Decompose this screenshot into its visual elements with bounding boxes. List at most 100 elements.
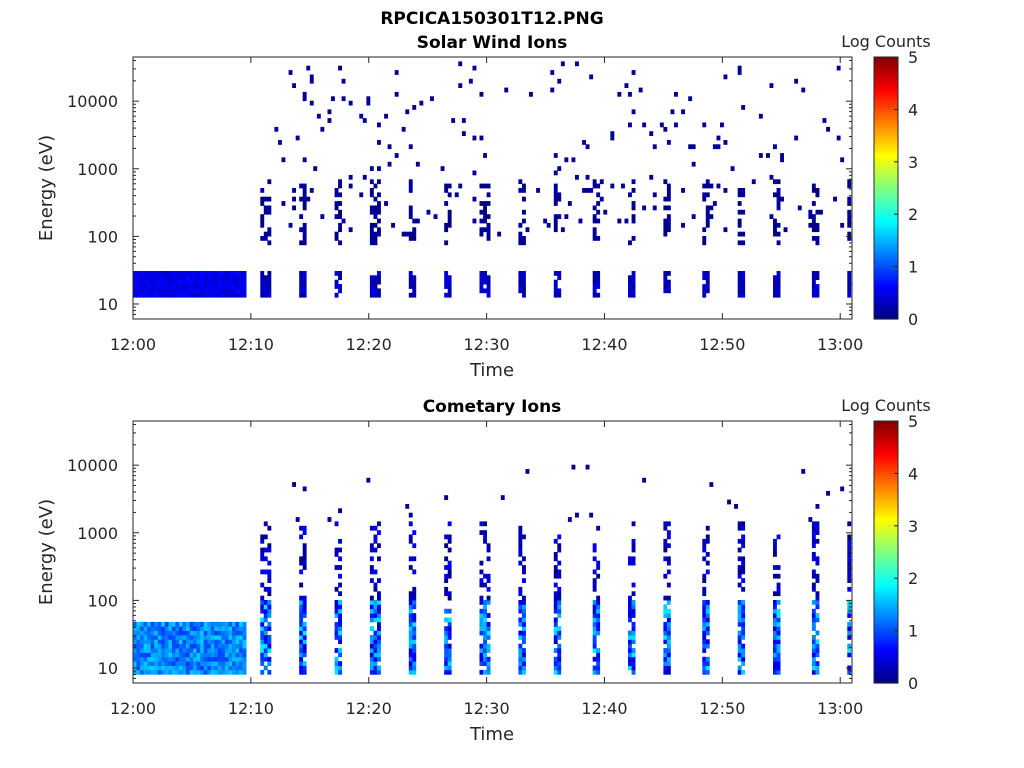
heatmap-cell <box>196 639 201 645</box>
colorbar-segment <box>874 549 898 553</box>
heatmap-cell <box>666 556 671 562</box>
heatmap-cell <box>557 214 562 219</box>
heatmap-cell <box>458 61 463 67</box>
heatmap-cell <box>263 205 268 211</box>
heatmap-cell <box>133 656 137 662</box>
heatmap-cell <box>239 648 243 653</box>
heatmap-cell <box>486 595 491 601</box>
heatmap-cell <box>666 183 671 189</box>
heatmap-cell <box>702 635 707 640</box>
heatmap-cell <box>705 560 710 566</box>
heatmap-cell <box>808 214 813 219</box>
x-axis-label: Time <box>469 360 514 381</box>
heatmap-cell <box>140 284 144 289</box>
heatmap-cell <box>338 613 342 618</box>
colorbar-segment <box>874 586 898 590</box>
heatmap-cell <box>592 569 597 575</box>
heatmap-cell <box>394 70 399 75</box>
heatmap-cell <box>154 639 159 645</box>
colorbar-segment <box>874 470 898 474</box>
heatmap-cell <box>681 109 685 115</box>
heatmap-cell <box>189 275 194 281</box>
heatmap-cell <box>412 669 417 675</box>
heatmap-cell <box>189 639 194 645</box>
colorbar-segment <box>874 311 898 315</box>
heatmap-cell <box>596 525 601 531</box>
heatmap-cell <box>737 192 742 198</box>
heatmap-cell <box>299 665 304 671</box>
heatmap-cell <box>592 556 597 562</box>
colorbar-segment <box>874 161 898 166</box>
heatmap-cell <box>207 661 212 666</box>
heatmap-cell <box>154 279 159 285</box>
heatmap-cell <box>702 648 707 653</box>
heatmap-cell <box>847 635 852 640</box>
heatmap-cell <box>193 635 197 640</box>
heatmap-cell <box>175 661 180 666</box>
heatmap-cell <box>140 643 144 649</box>
heatmap-cell <box>702 626 707 631</box>
heatmap-cell <box>815 188 820 193</box>
heatmap-cell <box>217 271 222 276</box>
heatmap-cell <box>263 586 268 592</box>
heatmap-cell <box>408 635 413 640</box>
heatmap-cell <box>560 227 565 233</box>
heatmap-cell <box>811 669 816 675</box>
heatmap-cell <box>260 222 265 228</box>
heatmap-cell <box>592 617 597 623</box>
heatmap-cell <box>518 284 523 289</box>
colorbar-segment <box>874 436 898 440</box>
heatmap-cell <box>815 613 820 618</box>
heatmap-cell <box>214 288 219 294</box>
heatmap-cell <box>663 543 668 549</box>
heatmap-cell <box>737 573 742 579</box>
heatmap-cell <box>592 547 597 553</box>
colorbar-segment <box>874 188 898 192</box>
heatmap-cell <box>472 135 477 141</box>
heatmap-cell <box>182 284 187 289</box>
heatmap-cell <box>133 669 137 675</box>
heatmap-cell <box>161 648 166 653</box>
heatmap-cell <box>207 652 212 658</box>
heatmap-cell <box>203 275 208 281</box>
heatmap-cell <box>553 556 558 562</box>
heatmap-cell <box>242 635 247 640</box>
heatmap-cell <box>182 643 187 649</box>
heatmap-cell <box>362 174 367 180</box>
x-tick-label: 12:20 <box>346 699 392 718</box>
heatmap-cell <box>557 661 562 666</box>
heatmap-cell <box>348 183 353 189</box>
heatmap-cell <box>666 284 671 289</box>
heatmap-cell <box>348 100 353 106</box>
colorbar-segment <box>874 596 898 600</box>
heatmap-cell <box>522 209 526 215</box>
heatmap-cell <box>341 218 346 224</box>
heatmap-cell <box>334 231 339 237</box>
heatmap-cell <box>847 552 852 557</box>
heatmap-cell <box>553 569 558 575</box>
heatmap-cell <box>412 635 417 640</box>
heatmap-cell <box>773 600 777 605</box>
heatmap-cell <box>267 648 272 653</box>
heatmap-cell <box>136 630 141 636</box>
panel-title: Cometary Ions <box>423 397 562 417</box>
heatmap-cell <box>553 227 558 233</box>
heatmap-cell <box>412 543 417 549</box>
heatmap-cell <box>518 543 523 549</box>
heatmap-cell <box>776 271 781 276</box>
heatmap-cell <box>154 288 159 294</box>
heatmap-cell <box>143 639 148 645</box>
heatmap-cell <box>260 275 265 281</box>
heatmap-cell <box>143 271 148 276</box>
heatmap-cell <box>302 236 307 241</box>
colorbar-segment <box>874 638 898 642</box>
heatmap-cell <box>631 613 636 618</box>
heatmap-cell <box>741 613 746 618</box>
heatmap-cell <box>741 661 746 666</box>
heatmap-cell <box>239 630 243 636</box>
y-tick-label: 1000 <box>77 160 118 179</box>
colorbar-segment <box>874 295 898 299</box>
heatmap-cell <box>147 652 151 658</box>
heatmap-cell <box>164 652 169 658</box>
